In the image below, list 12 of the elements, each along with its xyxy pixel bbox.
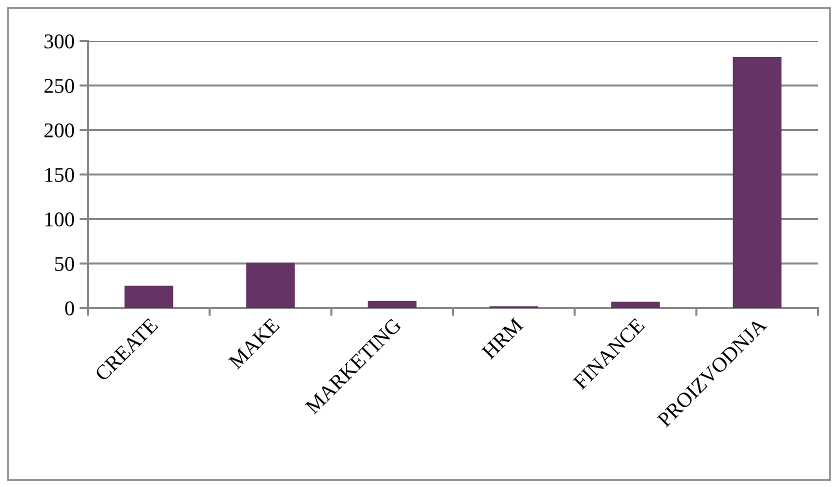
y-tick-label: 100 — [45, 212, 74, 226]
bar — [611, 302, 660, 308]
y-tick-label: 0 — [65, 301, 74, 316]
bar — [732, 57, 782, 308]
y-tick-label: 250 — [44, 78, 74, 93]
bar — [246, 262, 295, 308]
y-tick-label: 300 — [44, 34, 74, 48]
bar — [124, 286, 174, 308]
y-tick-label: 150 — [45, 168, 74, 182]
y-tick-label: 200 — [44, 123, 74, 138]
y-tick-label: 50 — [55, 256, 74, 271]
bar — [368, 300, 416, 308]
